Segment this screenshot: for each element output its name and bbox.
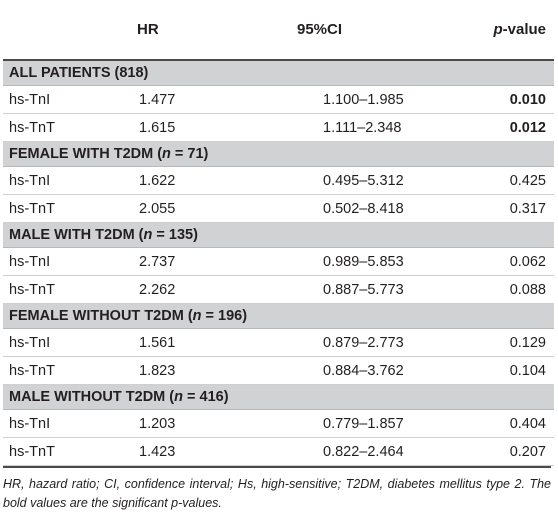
table-row: hs-TnT 1.423 0.822–2.464 0.207 — [3, 437, 554, 466]
group-row-male-with-t2dm: MALE WITH T2DM (n = 135) — [3, 222, 554, 248]
p-value: 0.010 — [438, 85, 554, 114]
table-row: hs-TnT 2.262 0.887–5.773 0.088 — [3, 275, 554, 304]
marker-label: hs-TnT — [3, 437, 115, 466]
group-title-suffix: = 416) — [182, 389, 229, 405]
group-title-suffix: = 196) — [201, 308, 248, 324]
table-row: hs-TnI 2.737 0.989–5.853 0.062 — [3, 247, 554, 276]
header-p-italic: p — [493, 21, 503, 38]
header-blank — [3, 0, 115, 61]
marker-label: hs-TnI — [3, 166, 115, 195]
table-row: hs-TnI 1.203 0.779–1.857 0.404 — [3, 409, 554, 438]
marker-label: hs-TnT — [3, 275, 115, 304]
p-value: 0.012 — [438, 113, 554, 142]
group-row-female-with-t2dm: FEMALE WITH T2DM (n = 71) — [3, 141, 554, 167]
table-row: hs-TnI 1.477 1.100–1.985 0.010 — [3, 85, 554, 114]
group-title-n: n — [143, 227, 153, 243]
ci-value: 0.822–2.464 — [222, 437, 438, 466]
table-row: hs-TnT 1.615 1.111–2.348 0.012 — [3, 113, 554, 142]
group-title: MALE WITHOUT T2DM (n = 416) — [3, 384, 554, 410]
marker-label: hs-TnT — [3, 113, 115, 142]
p-value: 0.129 — [438, 328, 554, 357]
group-title-prefix: MALE WITH T2DM ( — [9, 227, 144, 243]
group-title-n: n — [192, 308, 202, 324]
group-title: FEMALE WITHOUT T2DM (n = 196) — [3, 303, 554, 329]
group-title-suffix: = 71) — [170, 146, 209, 162]
hr-value: 1.423 — [115, 437, 222, 466]
p-value: 0.425 — [438, 166, 554, 195]
hr-value: 2.737 — [115, 247, 222, 276]
marker-label: hs-TnT — [3, 194, 115, 223]
hr-value: 2.055 — [115, 194, 222, 223]
p-value: 0.062 — [438, 247, 554, 276]
group-title-n: n — [174, 389, 183, 405]
footnote-text: HR, hazard ratio; CI, confidence interva… — [3, 477, 551, 510]
ci-value: 0.884–3.762 — [222, 356, 438, 385]
ci-value: 0.879–2.773 — [222, 328, 438, 357]
header-p-value: p-value — [438, 0, 554, 61]
ci-value: 1.111–2.348 — [222, 113, 438, 142]
ci-value: 0.887–5.773 — [222, 275, 438, 304]
group-row-female-without-t2dm: FEMALE WITHOUT T2DM (n = 196) — [3, 303, 554, 329]
p-value: 0.088 — [438, 275, 554, 304]
table-header-row: HR 95%CI p-value — [3, 0, 554, 61]
table-row: hs-TnT 1.823 0.884–3.762 0.104 — [3, 356, 554, 385]
hr-value: 1.561 — [115, 328, 222, 357]
group-title-n: n — [162, 146, 171, 162]
group-row-all-patients: ALL PATIENTS (818) — [3, 60, 554, 86]
group-title-suffix: = 135) — [152, 227, 198, 243]
ci-value: 0.495–5.312 — [222, 166, 438, 195]
group-title: ALL PATIENTS (818) — [3, 60, 554, 86]
header-hr: HR — [115, 0, 222, 61]
table-row: hs-TnI 1.561 0.879–2.773 0.129 — [3, 328, 554, 357]
p-value: 0.207 — [438, 437, 554, 466]
group-title-prefix: MALE WITHOUT T2DM ( — [9, 389, 175, 405]
p-value: 0.404 — [438, 409, 554, 438]
group-title-prefix: FEMALE WITHOUT T2DM ( — [9, 308, 193, 324]
footnote-p: p — [171, 496, 179, 510]
ci-value: 0.502–8.418 — [222, 194, 438, 223]
footnote-end: -values. — [178, 496, 222, 510]
table-footnote: HR, hazard ratio; CI, confidence interva… — [3, 466, 551, 513]
hazard-ratio-table: HR 95%CI p-value ALL PATIENTS (818) hs-T… — [3, 0, 554, 466]
hr-value: 1.203 — [115, 409, 222, 438]
hr-value: 1.477 — [115, 85, 222, 114]
ci-value: 0.779–1.857 — [222, 409, 438, 438]
marker-label: hs-TnI — [3, 328, 115, 357]
table-row: hs-TnT 2.055 0.502–8.418 0.317 — [3, 194, 554, 223]
hr-value: 1.622 — [115, 166, 222, 195]
ci-value: 0.989–5.853 — [222, 247, 438, 276]
header-ci: 95%CI — [222, 0, 438, 61]
group-title-prefix: FEMALE WITH T2DM ( — [9, 146, 163, 162]
header-p-rest: -value — [502, 21, 546, 38]
group-title: MALE WITH T2DM (n = 135) — [3, 222, 554, 248]
p-value: 0.104 — [438, 356, 554, 385]
hr-value: 1.615 — [115, 113, 222, 142]
hr-value: 1.823 — [115, 356, 222, 385]
table-row: hs-TnI 1.622 0.495–5.312 0.425 — [3, 166, 554, 195]
group-row-male-without-t2dm: MALE WITHOUT T2DM (n = 416) — [3, 384, 554, 410]
p-value: 0.317 — [438, 194, 554, 223]
marker-label: hs-TnT — [3, 356, 115, 385]
group-title: FEMALE WITH T2DM (n = 71) — [3, 141, 554, 167]
hr-value: 2.262 — [115, 275, 222, 304]
marker-label: hs-TnI — [3, 409, 115, 438]
marker-label: hs-TnI — [3, 85, 115, 114]
marker-label: hs-TnI — [3, 247, 115, 276]
ci-value: 1.100–1.985 — [222, 85, 438, 114]
